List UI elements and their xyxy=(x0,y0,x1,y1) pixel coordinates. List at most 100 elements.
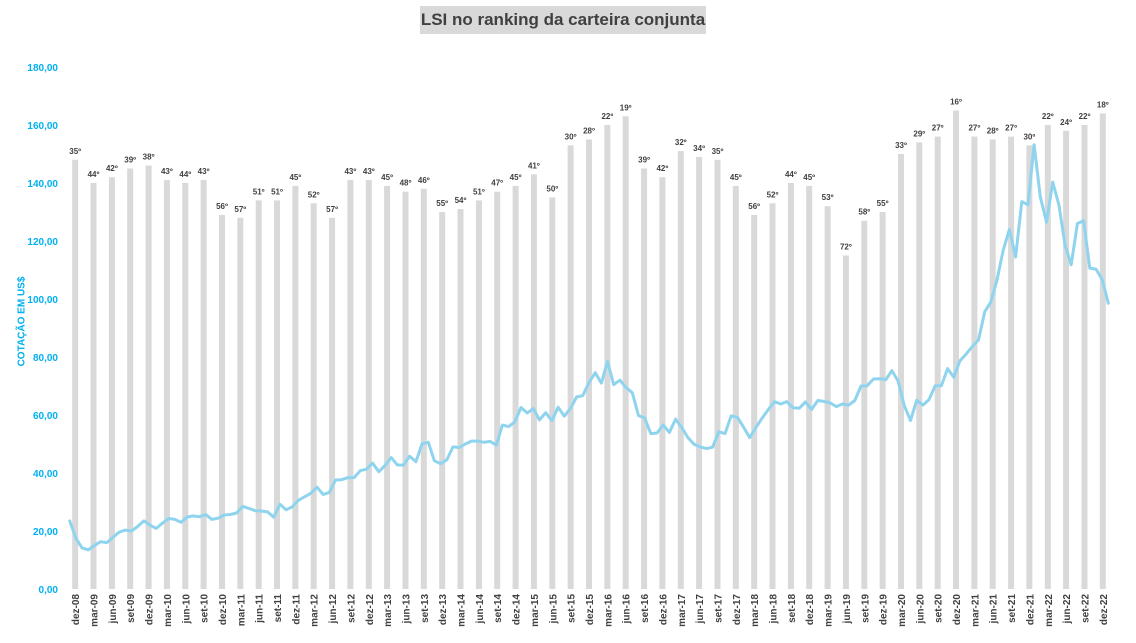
x-tick-jun-14: jun-14 xyxy=(475,594,486,625)
bar-dez-15 xyxy=(586,139,592,589)
y-tick-9: 180,00 xyxy=(27,63,58,74)
bar-dez-18 xyxy=(806,185,813,589)
bar-dez-22 xyxy=(1099,113,1106,590)
rank-label-jun-20: 29º xyxy=(913,129,925,138)
bar-set-21 xyxy=(1008,136,1015,589)
rank-label-set-19: 58º xyxy=(858,208,870,217)
bar-dez-10 xyxy=(219,214,225,589)
x-tick-jun-11: jun-11 xyxy=(255,594,266,624)
rank-label-dez-22: 18º xyxy=(1097,100,1109,109)
bar-mar-16 xyxy=(604,125,611,589)
rank-label-set-10: 43º xyxy=(198,167,210,176)
rank-label-mar-17: 32º xyxy=(675,138,687,147)
bar-set-10 xyxy=(200,180,207,589)
rank-label-set-16: 39º xyxy=(638,156,650,165)
bar-dez-19 xyxy=(879,212,886,589)
rank-label-mar-15: 41º xyxy=(528,161,540,170)
rank-label-dez-11: 45º xyxy=(289,173,301,182)
rank-label-mar-12: 52º xyxy=(308,190,320,199)
bar-jun-10 xyxy=(182,183,189,589)
x-tick-dez-17: dez-17 xyxy=(732,594,743,626)
rank-label-jun-10: 44º xyxy=(179,170,191,179)
x-tick-mar-11: mar-11 xyxy=(236,594,247,627)
bar-jun-13 xyxy=(402,191,409,589)
bar-set-20 xyxy=(934,136,941,589)
rank-label-mar-13: 45º xyxy=(381,173,393,182)
bar-set-16 xyxy=(641,168,648,589)
rank-label-jun-12: 57º xyxy=(326,205,338,214)
bar-dez-13 xyxy=(439,212,446,589)
rank-label-set-17: 35º xyxy=(712,147,724,156)
y-tick-3: 60,00 xyxy=(33,411,58,422)
bar-jun-21 xyxy=(989,139,996,589)
bar-jun-12 xyxy=(329,217,336,590)
bar-dez-08 xyxy=(72,159,79,590)
rank-label-dez-10: 56º xyxy=(216,202,228,211)
rank-label-jun-13: 48º xyxy=(400,179,412,188)
x-tick-dez-10: dez-10 xyxy=(218,594,229,626)
x-tick-set-13: set-13 xyxy=(420,594,431,623)
rank-label-dez-08: 35º xyxy=(69,147,81,156)
rank-label-set-12: 43º xyxy=(344,167,356,176)
rank-label-jun-17: 34º xyxy=(693,144,705,153)
bar-jun-16 xyxy=(622,116,629,590)
x-tick-set-15: set-15 xyxy=(567,594,578,623)
bar-dez-12 xyxy=(365,180,372,589)
x-tick-mar-13: mar-13 xyxy=(383,594,394,627)
rank-label-dez-13: 55º xyxy=(436,199,448,208)
rank-label-set-20: 27º xyxy=(932,124,944,133)
rank-label-set-22: 22º xyxy=(1079,112,1091,121)
rank-label-mar-20: 33º xyxy=(895,141,907,150)
x-tick-jun-09: jun-09 xyxy=(108,594,119,625)
bar-mar-12 xyxy=(310,203,317,590)
rank-label-mar-10: 43º xyxy=(161,167,173,176)
x-tick-jun-16: jun-16 xyxy=(622,594,633,625)
x-axis: dez-08 mar-09 jun-09 set-09 dez-09 mar-10 jun-… xyxy=(71,594,1110,627)
x-tick-set-09: set-09 xyxy=(126,594,137,623)
bar-jun-18 xyxy=(769,203,776,590)
bar-set-18 xyxy=(787,183,794,589)
bar-dez-14 xyxy=(512,185,519,589)
bar-jun-09 xyxy=(108,177,115,589)
bar-jun-14 xyxy=(475,200,482,589)
rank-label-set-18: 44º xyxy=(785,170,797,179)
bar-set-11 xyxy=(274,200,280,589)
x-tick-dez-14: dez-14 xyxy=(512,594,523,626)
x-tick-set-16: set-16 xyxy=(640,594,651,623)
bar-mar-10 xyxy=(163,180,170,589)
x-tick-dez-12: dez-12 xyxy=(365,594,376,626)
bar-jun-17 xyxy=(696,156,703,589)
rank-label-set-21: 27º xyxy=(1005,124,1017,133)
x-tick-mar-09: mar-09 xyxy=(90,594,101,627)
rank-label-mar-14: 54º xyxy=(455,196,467,205)
rank-label-dez-16: 42º xyxy=(656,164,668,173)
bar-set-13 xyxy=(420,188,427,590)
bar-set-12 xyxy=(347,180,354,589)
x-tick-mar-20: mar-20 xyxy=(897,594,908,627)
rank-label-dez-15: 28º xyxy=(583,127,595,136)
bar-jun-19 xyxy=(842,255,849,589)
y-axis: 0,00 20,00 40,00 60,00 80,00 100,00 120,00 140,… xyxy=(27,63,58,596)
price-line xyxy=(68,143,1110,552)
y-tick-7: 140,00 xyxy=(27,179,58,190)
y-tick-1: 20,00 xyxy=(33,527,58,538)
x-tick-mar-10: mar-10 xyxy=(163,594,174,627)
rank-label-dez-17: 45º xyxy=(730,173,742,182)
x-tick-set-18: set-18 xyxy=(787,594,798,623)
x-tick-dez-21: dez-21 xyxy=(1025,594,1036,626)
rank-label-jun-11: 51º xyxy=(253,187,265,196)
bar-mar-17 xyxy=(677,151,684,589)
rank-label-set-14: 47º xyxy=(491,179,503,188)
bar-set-19 xyxy=(861,220,868,589)
rank-label-jun-16: 19º xyxy=(620,103,632,112)
rank-label-dez-21: 30º xyxy=(1023,132,1035,141)
x-tick-dez-11: dez-11 xyxy=(291,594,302,625)
bar-jun-22 xyxy=(1063,130,1070,590)
bar-dez-11 xyxy=(292,185,299,589)
x-tick-jun-10: jun-10 xyxy=(181,594,192,625)
rank-label-dez-20: 16º xyxy=(950,98,962,107)
rank-label-jun-09: 42º xyxy=(106,164,118,173)
x-tick-jun-20: jun-20 xyxy=(915,594,926,625)
bar-dez-21 xyxy=(1026,145,1033,590)
x-tick-mar-14: mar-14 xyxy=(457,594,468,627)
